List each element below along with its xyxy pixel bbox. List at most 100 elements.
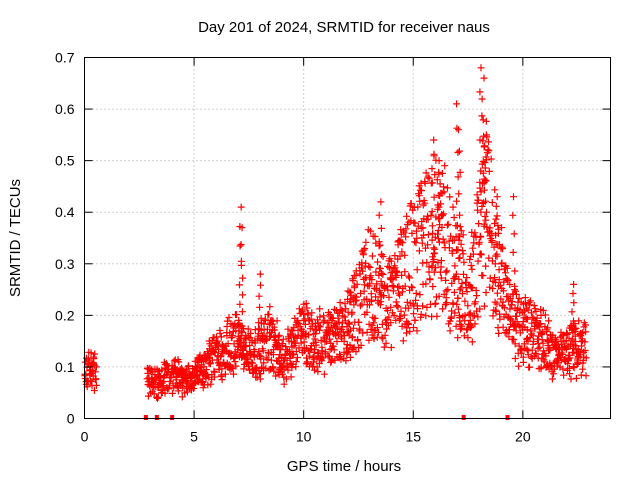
data-point — [415, 247, 423, 255]
data-point — [363, 308, 371, 316]
data-point — [430, 256, 438, 263]
data-point — [511, 304, 519, 312]
data-point — [485, 254, 493, 262]
data-point — [360, 287, 368, 295]
data-point — [331, 356, 339, 364]
data-point — [413, 327, 421, 335]
data-point — [471, 298, 479, 306]
data-point — [577, 330, 585, 338]
data-point — [539, 350, 547, 358]
data-point — [376, 264, 383, 272]
data-point — [314, 368, 322, 376]
data-point — [255, 292, 263, 300]
data-point — [432, 299, 440, 307]
data-point — [86, 371, 94, 379]
data-point — [247, 329, 255, 337]
data-point — [474, 257, 482, 265]
data-point — [311, 335, 319, 343]
data-point — [437, 257, 445, 265]
data-point — [454, 246, 462, 254]
data-point — [464, 325, 472, 333]
data-point — [385, 313, 393, 321]
data-point — [493, 193, 501, 201]
data-point — [301, 320, 309, 328]
data-point — [324, 352, 332, 360]
data-point — [269, 351, 277, 359]
data-point — [468, 338, 476, 346]
data-point — [378, 269, 386, 277]
data-point — [579, 365, 587, 373]
data-point — [488, 199, 496, 206]
data-point — [282, 343, 290, 351]
data-point — [460, 332, 468, 340]
data-point — [495, 329, 503, 337]
data-point — [350, 301, 358, 309]
data-point — [458, 280, 466, 287]
data-point — [90, 355, 98, 363]
data-point — [523, 345, 531, 353]
data-point — [486, 283, 494, 291]
data-point — [418, 187, 425, 195]
data-point — [256, 375, 264, 383]
data-point — [511, 340, 519, 348]
data-point — [429, 229, 437, 237]
data-point — [353, 293, 361, 301]
data-point — [230, 370, 237, 378]
data-point — [262, 354, 270, 362]
data-point — [193, 362, 201, 370]
data-point — [239, 346, 247, 354]
data-point — [316, 326, 324, 334]
data-point — [377, 198, 385, 206]
data-point — [237, 241, 245, 248]
data-point — [582, 354, 590, 362]
data-point — [579, 329, 586, 337]
data-point — [428, 179, 436, 187]
data-point — [400, 229, 408, 237]
data-point — [401, 268, 409, 276]
data-point — [436, 180, 444, 188]
data-point — [335, 318, 343, 326]
data-point — [382, 339, 390, 347]
data-point — [488, 229, 496, 237]
data-point — [560, 371, 568, 379]
gap-marker — [461, 415, 466, 420]
data-point — [422, 280, 430, 288]
data-point — [482, 262, 490, 270]
data-point — [410, 324, 417, 331]
data-point — [295, 319, 303, 327]
data-point — [239, 274, 247, 282]
data-point — [423, 303, 431, 311]
data-point — [491, 274, 498, 282]
x-axis-label: GPS time / hours — [287, 458, 401, 475]
data-point — [342, 357, 350, 365]
data-point — [428, 222, 436, 230]
data-point — [479, 272, 487, 280]
data-point — [453, 124, 461, 132]
y-tick-label: 0.4 — [55, 204, 75, 220]
data-point — [396, 314, 404, 322]
data-point — [448, 279, 456, 287]
data-point — [422, 312, 430, 320]
data-point — [356, 302, 364, 310]
x-tick-label: 10 — [296, 429, 312, 445]
data-point — [537, 320, 544, 328]
data-point — [383, 283, 391, 290]
data-point — [265, 310, 273, 318]
data-point — [170, 357, 178, 365]
x-tick-label: 20 — [515, 429, 531, 445]
data-point — [475, 238, 483, 246]
data-point — [431, 245, 439, 253]
data-point — [373, 324, 381, 332]
data-point — [270, 367, 278, 375]
data-point — [320, 312, 328, 320]
chart-title: Day 201 of 2024, SRMTID for receiver nau… — [198, 19, 490, 36]
data-point — [421, 179, 429, 187]
data-point — [293, 354, 301, 361]
data-point — [174, 387, 182, 395]
data-point — [374, 328, 382, 336]
data-point — [456, 286, 464, 294]
data-point — [379, 253, 387, 260]
data-points — [81, 64, 590, 402]
data-point — [491, 186, 499, 194]
data-point — [485, 138, 492, 146]
